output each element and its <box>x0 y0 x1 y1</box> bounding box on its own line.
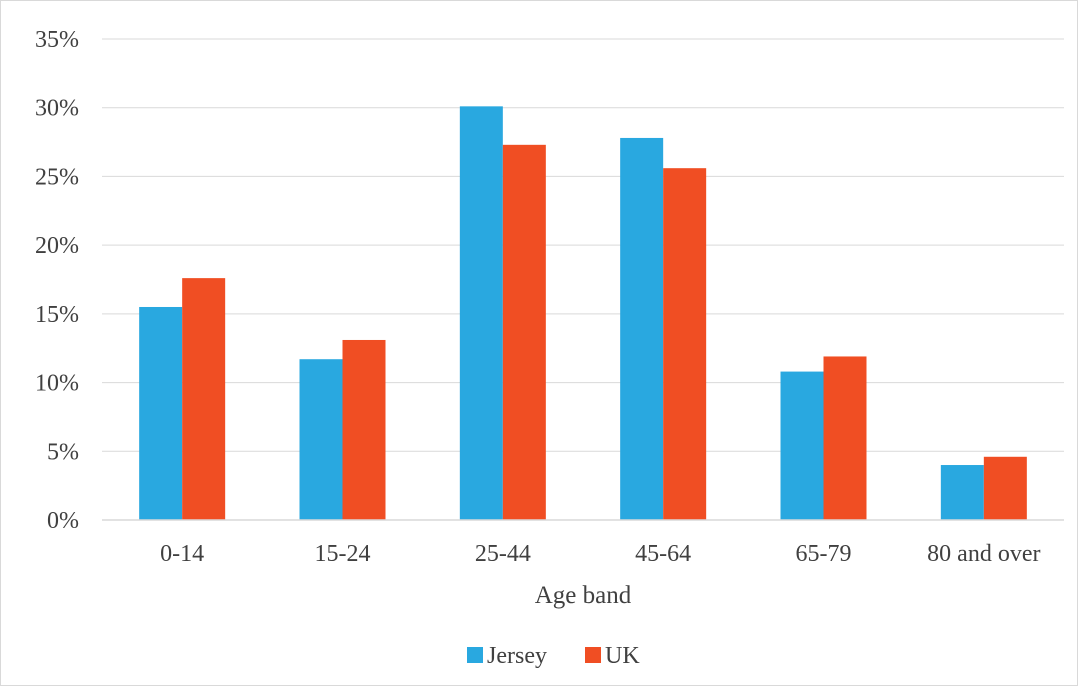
x-tick-label: 65-79 <box>796 541 852 567</box>
bar-uk-80-and-over <box>983 456 1027 520</box>
bar-uk-15-24 <box>342 339 386 520</box>
x-tick-label: 15-24 <box>315 541 371 567</box>
x-tick-label: 0-14 <box>160 541 204 567</box>
legend: Jersey UK <box>467 643 640 669</box>
y-tick-label: 0% <box>47 508 79 534</box>
bar-jersey-25-44 <box>459 106 503 520</box>
y-tick-label: 35% <box>35 27 79 53</box>
bars <box>139 106 1027 520</box>
legend-label-jersey: Jersey <box>487 643 547 669</box>
x-tick-label: 45-64 <box>635 541 691 567</box>
y-tick-label: 20% <box>35 233 79 259</box>
legend-swatch-jersey <box>467 647 483 663</box>
y-tick-label: 15% <box>35 302 79 328</box>
y-tick-label: 30% <box>35 96 79 122</box>
bar-uk-45-64 <box>663 168 707 520</box>
bar-jersey-65-79 <box>780 371 824 520</box>
legend-label-uk: UK <box>605 643 640 669</box>
bar-uk-65-79 <box>823 356 867 520</box>
legend-swatch-uk <box>585 647 601 663</box>
x-tick-label: 80 and over <box>927 541 1040 567</box>
y-tick-label: 10% <box>35 371 79 397</box>
y-tick-label: 25% <box>35 164 79 190</box>
bar-uk-0-14 <box>182 278 226 520</box>
bar-jersey-80-and-over <box>940 465 984 520</box>
bar-jersey-15-24 <box>299 359 343 520</box>
x-tick-label: 25-44 <box>475 541 531 567</box>
bar-uk-25-44 <box>502 144 546 520</box>
bar-jersey-45-64 <box>620 137 664 520</box>
y-tick-label: 5% <box>47 439 79 465</box>
x-axis-title: Age band <box>535 582 632 609</box>
axes: 0% 5% 10% 15% 20% 25% 30% 35% 0-14 15-24 25-44 45-6… <box>35 27 1064 567</box>
gridlines <box>102 38 1064 452</box>
bar-jersey-0-14 <box>139 306 183 520</box>
